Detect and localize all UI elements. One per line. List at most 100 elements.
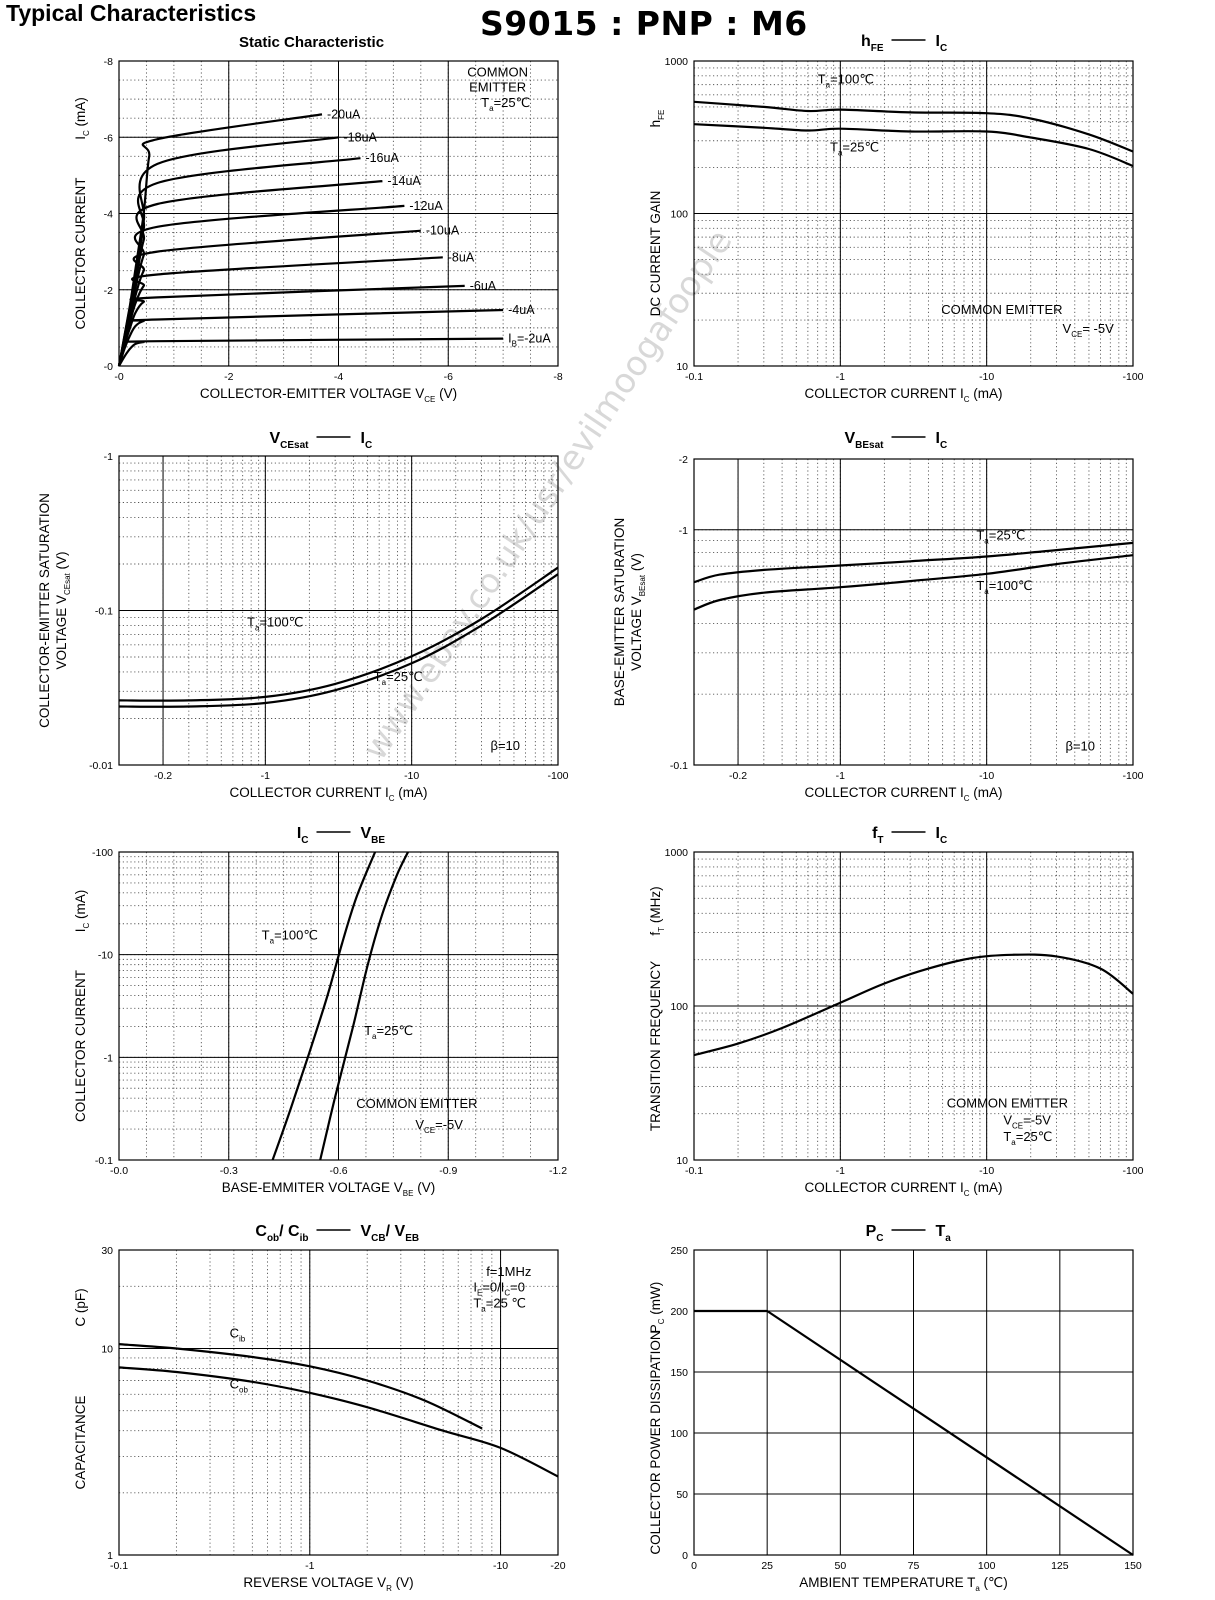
minor-grid bbox=[694, 459, 1133, 765]
chart-ft: -0.1 -1 -10 -100 10 100 1000 COLLECTOR CURRENT … bbox=[648, 825, 1144, 1198]
y-tick-label: -0 bbox=[104, 361, 113, 373]
y-axis-label-line2: IC (mA) bbox=[73, 890, 91, 933]
x-axis-label: COLLECTOR CURRENT IC (mA) bbox=[804, 1180, 1002, 1198]
series-curve-Ta-25C bbox=[118, 573, 559, 708]
y-axis-label-group: TRANSITION FREQUENCY fT (MHz) bbox=[648, 886, 666, 1131]
series-curve--10uA bbox=[117, 229, 421, 367]
chart-vbesat: -0.2 -1 -10 -100 -0.1 -1 -2 COLLECTOR CURRENT I… bbox=[612, 430, 1144, 803]
series-curve-Ta-100C bbox=[271, 851, 377, 1161]
y-tick-label: 100 bbox=[670, 209, 688, 221]
annotation: COMMON EMITTER bbox=[941, 302, 1062, 317]
y-axis-label: CAPACITANCE bbox=[73, 1395, 88, 1489]
y-tick-label: -1 bbox=[104, 451, 113, 463]
x-axis-label: BASE-EMMITER VOLTAGE VBE (V) bbox=[222, 1180, 435, 1198]
x-tick-label: -1 bbox=[305, 1560, 314, 1572]
y-tick-label: -8 bbox=[104, 56, 113, 68]
series-label: -10uA bbox=[426, 224, 460, 238]
annotation: VCE= -5V bbox=[1063, 321, 1115, 339]
y-tick-label: -4 bbox=[104, 209, 113, 221]
series-curve-Ta-25C bbox=[693, 541, 1134, 584]
y-axis-label-group: DC CURRENT GAIN hFE bbox=[648, 110, 666, 317]
annotation: COMMON EMITTER bbox=[356, 1096, 477, 1111]
chart-vcesat: -0.2 -1 -10 -100 -0.01 -0.1 -1 COLLECTOR CURREN… bbox=[37, 430, 569, 803]
annotation: VCE=-5V bbox=[1003, 1113, 1051, 1131]
series-curve-Ta-100C bbox=[693, 554, 1134, 611]
y-axis-label-line2: C (pF) bbox=[73, 1288, 88, 1326]
y-tick-label: 30 bbox=[101, 1245, 113, 1257]
x-tick-label: 0 bbox=[691, 1560, 697, 1572]
x-tick-label: 75 bbox=[908, 1560, 920, 1572]
annotation: Ta=25℃ bbox=[364, 1023, 413, 1041]
chart-title-x-quantity: IC bbox=[936, 33, 948, 54]
x-tick-label: -0.9 bbox=[439, 1165, 457, 1177]
series-group bbox=[693, 541, 1134, 611]
x-tick-label: 125 bbox=[1051, 1560, 1069, 1572]
series-label: -12uA bbox=[409, 199, 443, 213]
y-tick-label: -0.1 bbox=[95, 1155, 113, 1167]
chart-title-x-quantity: IC bbox=[361, 430, 373, 451]
x-tick-label: -100 bbox=[1122, 770, 1143, 782]
series-curve-Ta-100C bbox=[118, 566, 559, 702]
x-axis-label: COLLECTOR-EMITTER VOLTAGE VCE (V) bbox=[200, 386, 457, 404]
annotation: EMITTER bbox=[469, 79, 526, 94]
y-tick-label: -6 bbox=[104, 132, 113, 144]
x-tick-label: -10 bbox=[979, 770, 994, 782]
y-tick-label: -1 bbox=[104, 1052, 113, 1064]
x-tick-label: -10 bbox=[493, 1560, 508, 1572]
y-axis-label: TRANSITION FREQUENCY bbox=[648, 961, 663, 1131]
plot-frame bbox=[693, 60, 1134, 367]
x-axis-label: REVERSE VOLTAGE VR (V) bbox=[243, 1575, 413, 1593]
annotation: Ta=25℃ bbox=[976, 527, 1025, 545]
x-tick-label: -0.1 bbox=[685, 371, 703, 383]
chart-pc: 0 25 50 75 100 125 150 0 50 100 150 200 250 AMBIENT T… bbox=[648, 1223, 1142, 1593]
minor-grid bbox=[119, 456, 558, 765]
annotation: VCE=-5V bbox=[415, 1117, 463, 1135]
series-curve-Ta-100C bbox=[693, 100, 1134, 153]
y-axis-label-line2: fT (MHz) bbox=[648, 886, 666, 935]
x-tick-label: -1 bbox=[836, 1165, 845, 1177]
chart-title-y-quantity: Cob/ Cib bbox=[255, 1223, 308, 1244]
annotation: f=1MHz bbox=[486, 1264, 531, 1279]
chart-static: -0 -2 -4 -6 -8 -0 -2 -4 -6 -8 COLLECTOR-EMITTER VO… bbox=[73, 34, 563, 404]
chart-title-y-quantity: PC bbox=[866, 1223, 884, 1244]
x-tick-label: -0.6 bbox=[329, 1165, 347, 1177]
y-axis-label-line2: PC (mW) bbox=[648, 1282, 666, 1334]
y-axis-label-group: COLLECTOR CURRENT IC (mA) bbox=[73, 890, 91, 1122]
series-group bbox=[118, 1343, 559, 1478]
page-title: Typical Characteristics bbox=[6, 0, 257, 26]
y-tick-label: 1000 bbox=[665, 847, 689, 859]
annotation: Ta=25℃ bbox=[374, 669, 423, 687]
chart-title-y-quantity: VCEsat bbox=[269, 430, 309, 451]
annotation: Ta=25℃ bbox=[1003, 1129, 1052, 1147]
series-group bbox=[694, 1309, 1134, 1556]
major-grid bbox=[694, 458, 1134, 766]
series-curve-Ta-25C bbox=[693, 123, 1134, 168]
annotation: Ta=25 ℃ bbox=[473, 1295, 526, 1313]
minor-grid bbox=[119, 852, 558, 1160]
series-curve-Ta-25C bbox=[319, 851, 409, 1161]
y-tick-label: 1 bbox=[107, 1550, 113, 1562]
x-axis-label: COLLECTOR CURRENT IC (mA) bbox=[229, 785, 427, 803]
plot-frame bbox=[118, 455, 559, 766]
x-tick-label: 50 bbox=[834, 1560, 846, 1572]
y-tick-label: 100 bbox=[670, 1001, 688, 1013]
annotation: Ta=25℃ bbox=[481, 95, 530, 113]
series-label: -8uA bbox=[448, 250, 475, 264]
y-axis-label-group: BASE-EMITTER SATURATION VOLTAGE VBEsat (V… bbox=[612, 518, 647, 707]
annotation: Ta=100℃ bbox=[247, 614, 303, 632]
x-tick-label: -100 bbox=[1122, 1165, 1143, 1177]
annotation: Ta=100℃ bbox=[818, 72, 874, 90]
x-tick-label: 100 bbox=[978, 1560, 996, 1572]
chart-title-x-quantity: Ta bbox=[936, 1223, 952, 1244]
y-axis-label-line2: VOLTAGE VCEsat (V) bbox=[54, 551, 72, 669]
annotation: β=10 bbox=[490, 738, 520, 753]
chart-title-y-quantity: fT bbox=[872, 825, 883, 846]
series-label: -14uA bbox=[387, 174, 421, 188]
x-tick-label: -1 bbox=[261, 770, 270, 782]
y-tick-label: -0.1 bbox=[670, 760, 688, 772]
plot-frame bbox=[693, 458, 1134, 766]
series-label: -16uA bbox=[365, 151, 399, 165]
series-label: -18uA bbox=[344, 130, 378, 144]
annotation: Cob bbox=[230, 1377, 249, 1395]
